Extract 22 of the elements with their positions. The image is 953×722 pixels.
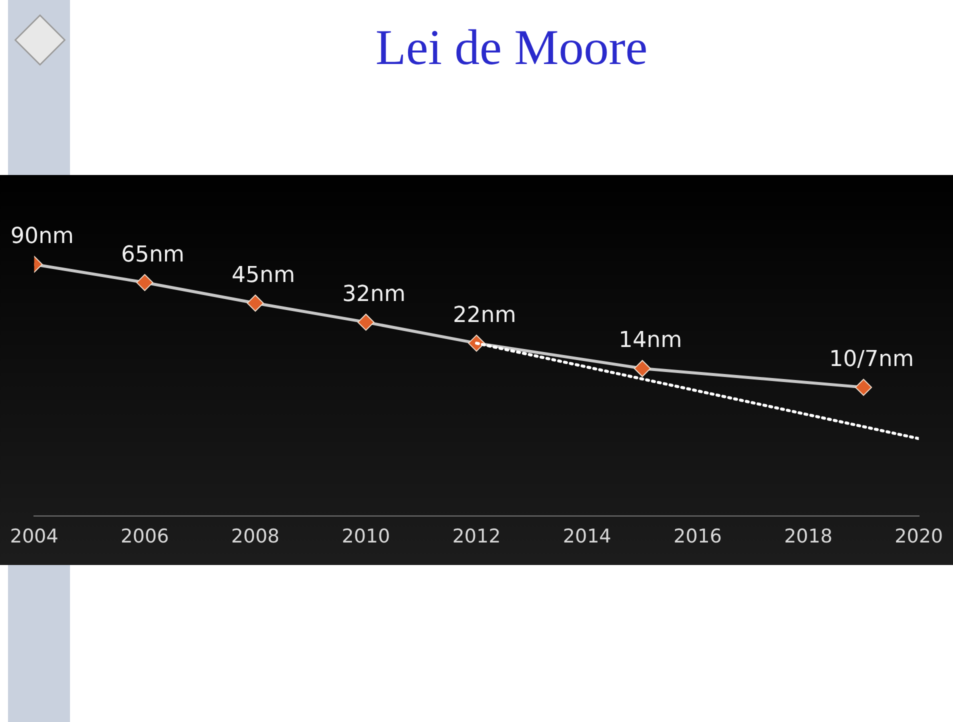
data-label: 32nm xyxy=(342,282,406,307)
x-tick-label: 2008 xyxy=(231,526,280,548)
point xyxy=(855,378,872,396)
point xyxy=(136,274,154,292)
x-tick-label: 2016 xyxy=(673,526,722,548)
x-tick-label: 2004 xyxy=(10,526,58,548)
point xyxy=(246,294,264,312)
x-tick-label: 2014 xyxy=(562,526,612,548)
x-tick-label: 2012 xyxy=(452,526,501,548)
x-tick-label: 2010 xyxy=(342,526,390,548)
data-label: 22nm xyxy=(452,302,516,328)
data-label: 45nm xyxy=(232,262,296,288)
data-label: 90nm xyxy=(10,224,74,250)
x-tick-label: 2018 xyxy=(784,526,832,548)
data-label: 14nm xyxy=(618,328,682,354)
data-label: 65nm xyxy=(121,242,184,268)
x-tick-label: 2006 xyxy=(120,526,169,548)
point xyxy=(357,314,374,331)
point xyxy=(634,360,651,377)
chart-title: Lei de Moore xyxy=(374,18,649,76)
x-tick-label: 2020 xyxy=(894,526,944,548)
data-label: 10/7nm xyxy=(829,347,914,372)
